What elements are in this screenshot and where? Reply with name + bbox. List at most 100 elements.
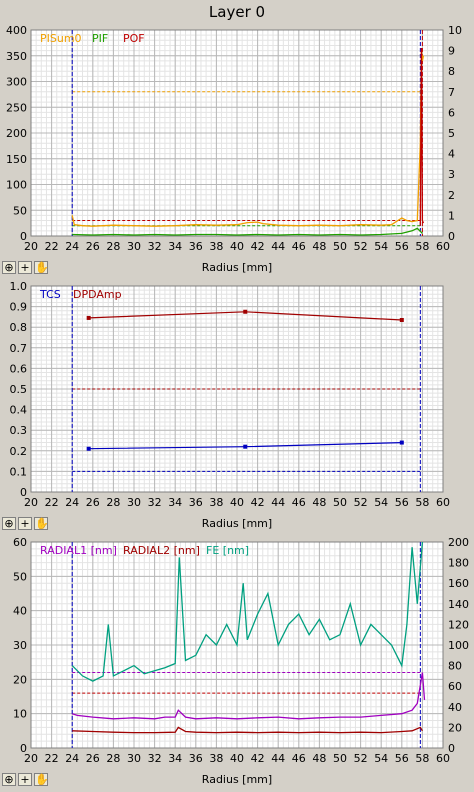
- zoom-icon[interactable]: ⊕: [2, 517, 16, 530]
- plot-frame: [30, 541, 444, 749]
- add-icon[interactable]: +: [18, 517, 32, 530]
- legend-entry: TCS: [39, 288, 61, 301]
- y-tick-label: 0: [20, 742, 27, 755]
- y-tick-label: 40: [13, 605, 27, 618]
- x-tick-label: 24: [65, 496, 79, 509]
- x-tick-label: 26: [86, 752, 100, 765]
- legend-entry: PIF: [92, 32, 108, 45]
- x-tick-label: 26: [86, 240, 100, 253]
- x-tick-label: 22: [45, 240, 59, 253]
- add-icon[interactable]: +: [18, 261, 32, 274]
- x-tick-label: 48: [312, 496, 326, 509]
- y-tick-label: 400: [6, 24, 27, 37]
- y-tick-label: 0.6: [10, 362, 28, 375]
- legend-entry: POF: [123, 32, 145, 45]
- x-tick-label: 28: [106, 240, 120, 253]
- x-tick-label: 32: [148, 240, 162, 253]
- hand-pan-icon[interactable]: ✋: [34, 517, 49, 530]
- data-point: [86, 315, 91, 320]
- y2-tick-label: 9: [448, 45, 455, 58]
- x-tick-label: 58: [415, 496, 429, 509]
- y2-tick-label: 10: [448, 24, 462, 37]
- x-tick-label: 54: [374, 240, 388, 253]
- y-tick-label: 0.1: [10, 465, 28, 478]
- y2-tick-label: 4: [448, 148, 455, 161]
- x-tick-label: 56: [395, 240, 409, 253]
- y-tick-label: 0.2: [10, 445, 28, 458]
- hand-pan-icon[interactable]: ✋: [34, 261, 49, 274]
- x-tick-label: 44: [271, 496, 285, 509]
- window-title: Layer 0: [208, 3, 266, 21]
- y-tick-label: 200: [6, 127, 27, 140]
- x-tick-label: 50: [333, 496, 347, 509]
- x-tick-label: 52: [354, 496, 368, 509]
- data-point: [399, 317, 404, 322]
- y2-tick-label: 40: [448, 701, 462, 714]
- x-axis-label: Radius [mm]: [201, 517, 273, 530]
- x-tick-label: 44: [271, 240, 285, 253]
- plot-frame: [30, 29, 444, 237]
- hand-pan-icon[interactable]: ✋: [34, 773, 49, 786]
- x-tick-label: 52: [354, 752, 368, 765]
- data-point: [243, 444, 248, 449]
- x-axis-label: Radius [mm]: [201, 773, 273, 786]
- series-line: [71, 672, 426, 720]
- x-tick-label: 34: [168, 496, 182, 509]
- y-tick-label: 0.5: [10, 383, 28, 396]
- y-tick-label: 0.8: [10, 321, 28, 334]
- y-tick-label: 0.3: [10, 424, 28, 437]
- y-tick-label: 250: [6, 101, 27, 114]
- x-tick-label: 34: [168, 240, 182, 253]
- zoom-icon[interactable]: ⊕: [2, 261, 16, 274]
- y2-tick-label: 8: [448, 65, 455, 78]
- x-tick-label: 42: [251, 496, 265, 509]
- y2-tick-label: 200: [448, 536, 469, 549]
- y-tick-label: 50: [13, 570, 27, 583]
- x-tick-label: 24: [65, 240, 79, 253]
- y2-tick-label: 3: [448, 168, 455, 181]
- y-tick-label: 150: [6, 153, 27, 166]
- x-tick-label: 58: [415, 752, 429, 765]
- x-tick-label: 28: [106, 752, 120, 765]
- y2-tick-label: 20: [448, 721, 462, 734]
- tcs-dpd-chart: 20 22 24 26 28 30 32 34 36 38 40 42 44 46 48 50 52 54 56 58…: [10, 280, 451, 509]
- y-tick-label: 0.7: [10, 342, 28, 355]
- x-tick-label: 38: [209, 240, 223, 253]
- x-tick-label: 30: [127, 240, 141, 253]
- x-tick-label: 28: [106, 496, 120, 509]
- x-tick-label: 22: [45, 752, 59, 765]
- x-tick-label: 24: [65, 752, 79, 765]
- chart-panel-tcs-dpd: 20 22 24 26 28 30 32 34 36 38 40 42 44 46 48 50 52 54 56 58…: [0, 280, 474, 535]
- x-tick-label: 36: [189, 240, 203, 253]
- plot-frame: [30, 285, 444, 493]
- y-tick-label: 30: [13, 639, 27, 652]
- y-tick-label: 60: [13, 536, 27, 549]
- x-tick-label: 38: [209, 496, 223, 509]
- y-tick-label: 50: [13, 204, 27, 217]
- x-tick-label: 56: [395, 752, 409, 765]
- x-tick-label: 54: [374, 496, 388, 509]
- x-tick-label: 38: [209, 752, 223, 765]
- series-line: [72, 726, 423, 734]
- x-tick-label: 40: [230, 752, 244, 765]
- y-tick-label: 0: [20, 230, 27, 243]
- signals-chart: 20 22 24 26 28 30 32 34 36 38 40 42 44 46 48 50 52 54 56 58…: [6, 24, 462, 253]
- x-tick-label: 20: [24, 240, 38, 253]
- series-line: [71, 50, 425, 227]
- y-tick-label: 10: [13, 708, 27, 721]
- x-tick-label: 26: [86, 496, 100, 509]
- x-tick-label: 46: [292, 496, 306, 509]
- x-tick-label: 42: [251, 752, 265, 765]
- x-tick-label: 48: [312, 752, 326, 765]
- add-icon[interactable]: +: [18, 773, 32, 786]
- y-tick-label: 0.4: [10, 404, 28, 417]
- x-tick-label: 42: [251, 240, 265, 253]
- y2-tick-label: 0: [448, 742, 455, 755]
- y2-tick-label: 1: [448, 209, 455, 222]
- y2-tick-label: 0: [448, 230, 455, 243]
- y-tick-label: 300: [6, 76, 27, 89]
- x-tick-label: 46: [292, 240, 306, 253]
- data-point: [243, 309, 248, 314]
- x-tick-label: 34: [168, 752, 182, 765]
- zoom-icon[interactable]: ⊕: [2, 773, 16, 786]
